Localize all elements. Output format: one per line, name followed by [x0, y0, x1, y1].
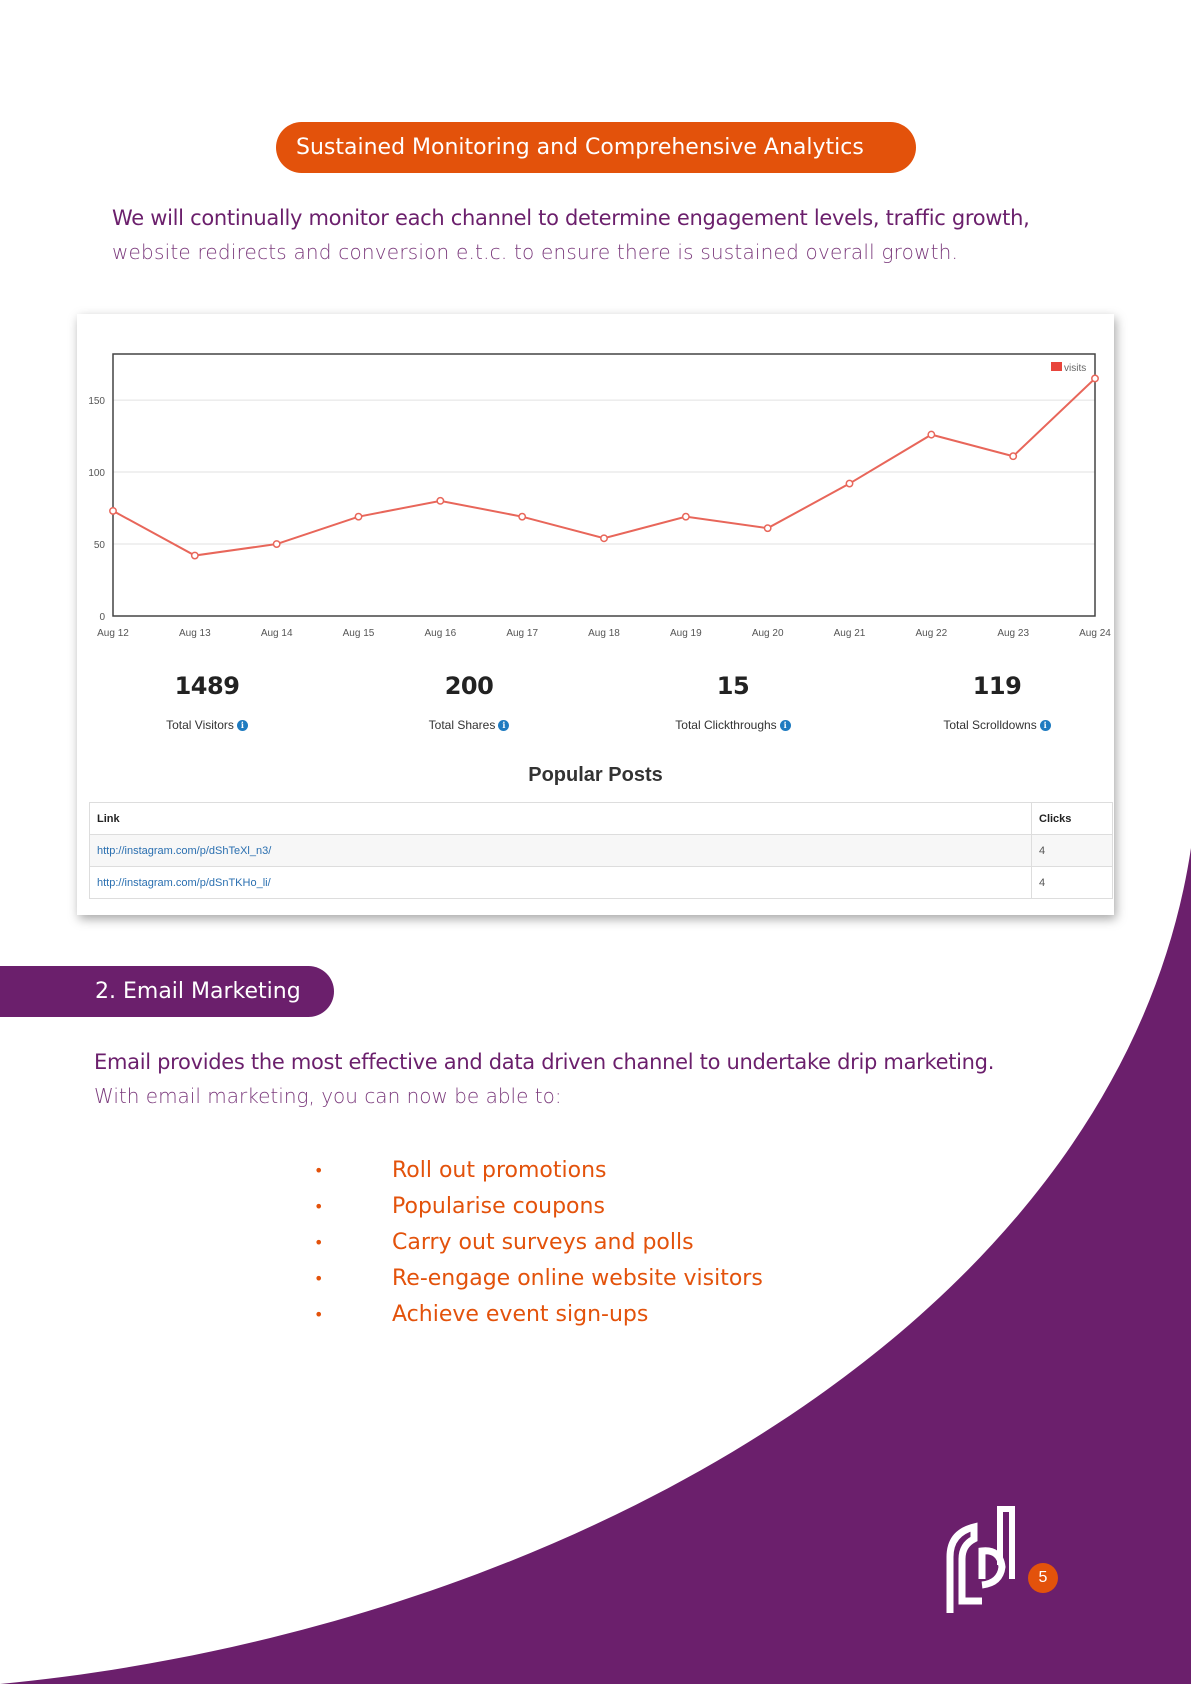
- email-benefits-list: • Roll out promotions • Popularise coupons…: [314, 1152, 763, 1332]
- stat-total-scrolldowns: 119 Total Scrolldowns i: [877, 672, 1117, 732]
- bullet-icon: •: [314, 1196, 324, 1216]
- list-item-text: Carry out surveys and polls: [392, 1229, 694, 1255]
- intro-line-2: website redirects and conversion e.t.c. …: [112, 240, 959, 264]
- stat-label: Total Shares: [428, 718, 496, 732]
- data-point: [845, 479, 854, 488]
- table-row: http://instagram.com/p/dShTeXl_n3/ 4: [89, 834, 1113, 867]
- email-line-2: With email marketing, you can now be abl…: [94, 1084, 562, 1108]
- data-point: [681, 512, 690, 521]
- data-point: [927, 430, 936, 439]
- column-header-clicks: Clicks: [1031, 802, 1113, 835]
- x-tick-label: Aug 21: [834, 628, 866, 639]
- post-link[interactable]: http://instagram.com/p/dSnTKHo_li/: [89, 866, 1032, 899]
- data-point: [109, 506, 117, 515]
- y-tick-label: 50: [94, 540, 106, 551]
- stat-total-shares: 200 Total Shares i: [349, 672, 589, 732]
- list-item: • Roll out promotions: [314, 1152, 763, 1188]
- section-title-analytics: Sustained Monitoring and Comprehensive A…: [276, 122, 916, 173]
- list-item-text: Popularise coupons: [392, 1193, 605, 1219]
- intro-line-1: We will continually monitor each channel…: [112, 206, 1030, 230]
- x-tick-label: Aug 22: [915, 628, 947, 639]
- column-header-link: Link: [89, 802, 1032, 835]
- x-tick-label: Aug 24: [1079, 628, 1111, 639]
- stat-label: Total Scrolldowns: [943, 718, 1037, 732]
- y-tick-label: 100: [88, 468, 105, 479]
- stat-label: Total Visitors: [166, 718, 234, 732]
- bullet-icon: •: [314, 1160, 324, 1180]
- x-tick-label: Aug 18: [588, 628, 620, 639]
- data-point: [436, 496, 445, 505]
- list-item-text: Re-engage online website visitors: [392, 1265, 763, 1291]
- info-icon[interactable]: i: [779, 720, 791, 732]
- post-clicks: 4: [1031, 834, 1113, 867]
- x-tick-label: Aug 19: [670, 628, 702, 639]
- x-tick-label: Aug 12: [97, 628, 129, 639]
- page-number-badge: 5: [1028, 1563, 1058, 1593]
- x-tick-label: Aug 14: [261, 628, 293, 639]
- visits-line-chart: 0 50 100 150 Aug 12 Aug 13 Aug 14 Aug 15 Aug 16 A…: [88, 353, 1111, 639]
- list-item-text: Achieve event sign-ups: [392, 1301, 649, 1327]
- list-item: • Popularise coupons: [314, 1188, 763, 1224]
- table-row: http://instagram.com/p/dSnTKHo_li/ 4: [89, 866, 1113, 899]
- y-tick-label: 0: [99, 612, 105, 623]
- x-tick-label: Aug 16: [424, 628, 456, 639]
- legend-swatch: [1051, 362, 1062, 371]
- brand-logo-icon: [946, 1506, 1015, 1613]
- section-title-email-marketing: 2. Email Marketing: [0, 966, 334, 1017]
- series-line-visits: [112, 377, 1096, 557]
- x-tick-label: Aug 23: [997, 628, 1029, 639]
- data-point: [1009, 452, 1018, 461]
- data-point: [763, 524, 772, 533]
- list-item-text: Roll out promotions: [392, 1157, 607, 1183]
- popular-posts-title: Popular Posts: [528, 764, 663, 786]
- stat-total-visitors: 1489 Total Visitors i: [87, 672, 327, 732]
- post-link[interactable]: http://instagram.com/p/dShTeXl_n3/: [89, 834, 1032, 867]
- data-point: [272, 540, 281, 548]
- popular-posts-table: Link Clicks http://instagram.com/p/dShTe…: [89, 802, 1113, 899]
- stat-label: Total Clickthroughs: [675, 718, 777, 732]
- data-point: [518, 512, 527, 521]
- info-icon[interactable]: i: [498, 720, 510, 732]
- x-tick-label: Aug 13: [179, 628, 211, 639]
- analytics-screenshot: 0 50 100 150 Aug 12 Aug 13 Aug 14 Aug 15 Aug 16 A…: [77, 314, 1114, 915]
- list-item: • Achieve event sign-ups: [314, 1296, 763, 1332]
- stat-value: 1489: [174, 672, 240, 700]
- plot-frame: [112, 353, 1096, 617]
- email-line-1: Email provides the most effective and da…: [94, 1050, 995, 1074]
- stat-total-clickthroughs: 15 Total Clickthroughs i: [613, 672, 853, 732]
- table-header-row: Link Clicks: [89, 802, 1113, 835]
- data-point: [1091, 374, 1099, 383]
- list-item: • Re-engage online website visitors: [314, 1260, 763, 1296]
- y-tick-label: 150: [88, 396, 105, 407]
- bullet-icon: •: [314, 1304, 324, 1324]
- list-item: • Carry out surveys and polls: [314, 1224, 763, 1260]
- intro-paragraph: We will continually monitor each channel…: [112, 206, 1112, 264]
- legend-label: visits: [1064, 363, 1086, 374]
- x-tick-label: Aug 15: [343, 628, 375, 639]
- info-icon[interactable]: i: [236, 720, 248, 732]
- bullet-icon: •: [314, 1268, 324, 1288]
- post-clicks: 4: [1031, 866, 1113, 899]
- x-tick-label: Aug 20: [752, 628, 784, 639]
- x-tick-label: Aug 17: [506, 628, 538, 639]
- data-point: [354, 512, 363, 521]
- info-icon[interactable]: i: [1039, 720, 1051, 732]
- stat-value: 119: [972, 672, 1022, 700]
- data-point: [190, 551, 199, 560]
- stat-value: 200: [444, 672, 494, 700]
- stat-value: 15: [716, 672, 750, 700]
- data-point: [600, 534, 608, 543]
- email-intro-paragraph: Email provides the most effective and da…: [94, 1050, 1094, 1108]
- bullet-icon: •: [314, 1232, 324, 1252]
